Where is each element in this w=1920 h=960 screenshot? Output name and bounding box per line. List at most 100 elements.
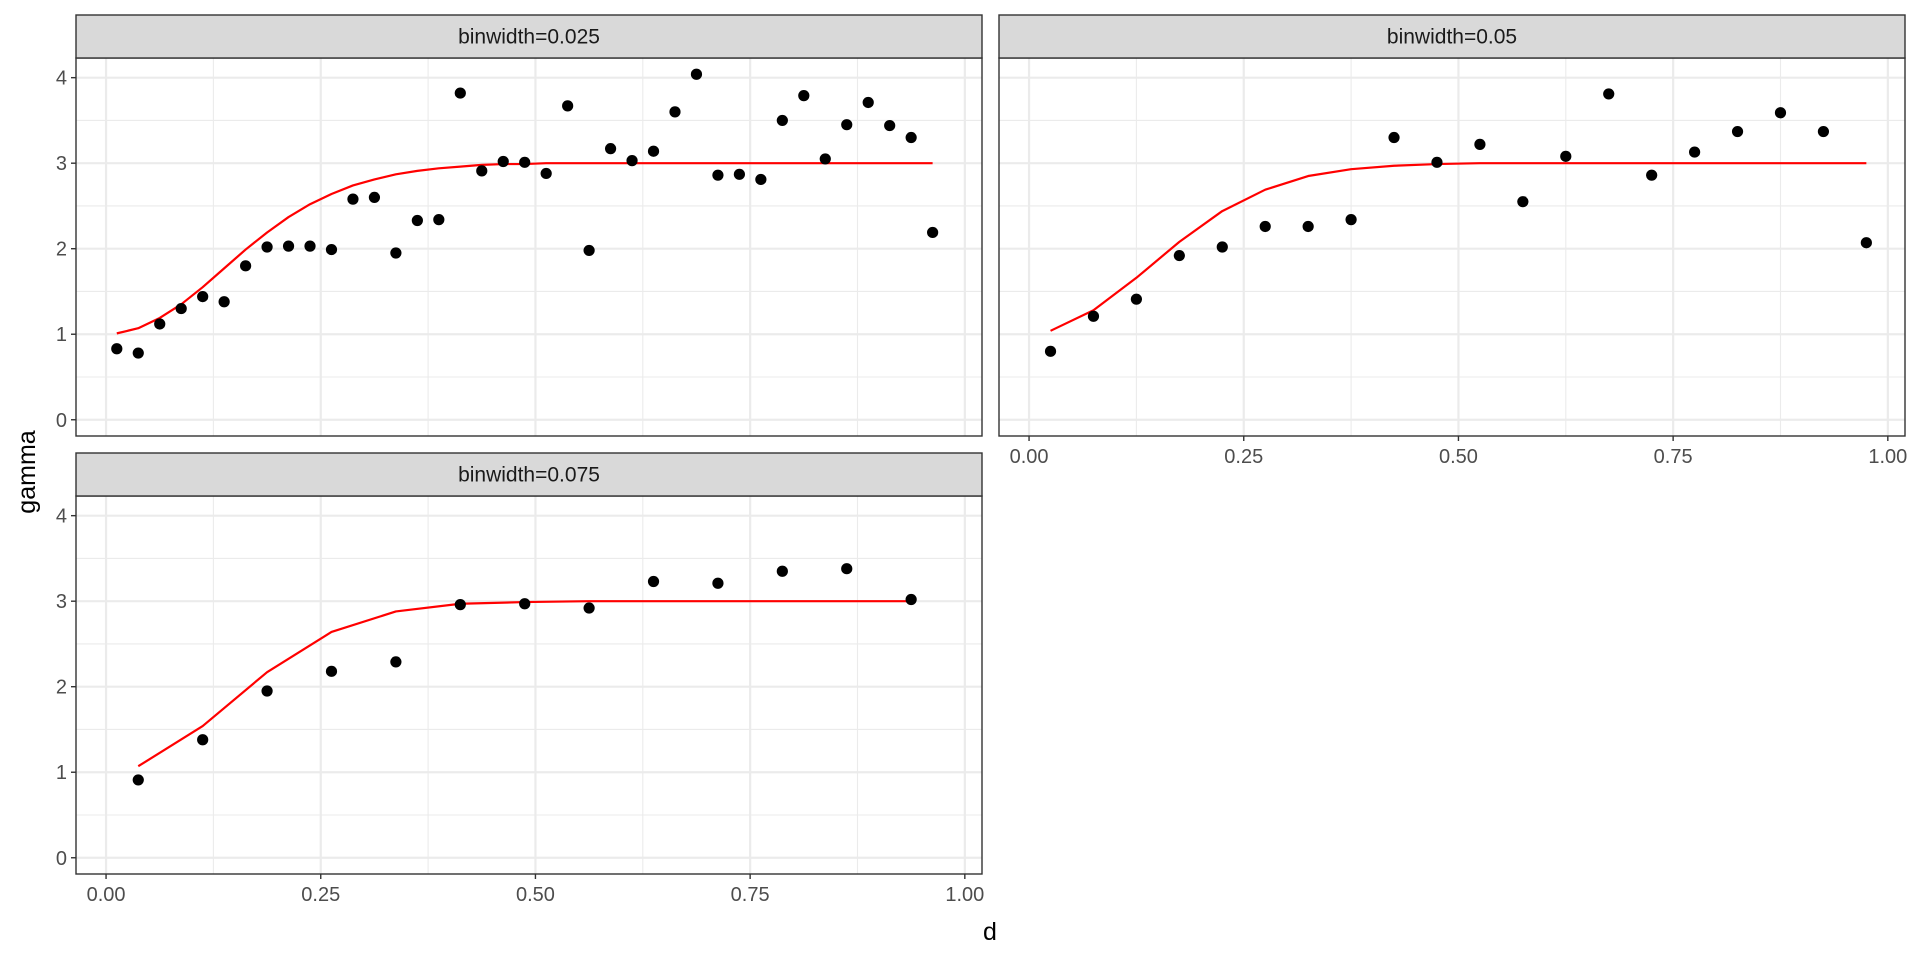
strip-background [75, 452, 983, 497]
data-point [1517, 196, 1529, 208]
data-point [841, 563, 853, 575]
data-point [669, 106, 681, 118]
y-tick-label: 0 [56, 848, 67, 870]
data-point [862, 96, 874, 109]
data-point [325, 243, 338, 256]
data-point [282, 240, 295, 252]
data-point [390, 656, 402, 668]
data-point [819, 153, 831, 165]
panel-data [111, 68, 939, 359]
y-tick-label: 1 [56, 324, 67, 346]
data-point [1689, 146, 1701, 158]
strip-background [998, 14, 1906, 59]
x-tick-label: 0.75 [1654, 446, 1693, 468]
panel-data [1044, 88, 1872, 357]
data-point [111, 343, 123, 355]
y-tick-label: 2 [56, 677, 67, 699]
y-tick-label: 1 [56, 762, 67, 784]
data-point [197, 291, 209, 303]
data-point [1474, 138, 1486, 150]
data-point [175, 302, 187, 315]
data-point [411, 214, 423, 227]
y-tick-label: 4 [56, 68, 67, 90]
y-tick-label: 2 [56, 239, 67, 261]
data-point [562, 100, 574, 112]
data-point [497, 155, 509, 168]
data-point [755, 173, 767, 186]
strip-label: binwidth=0.025 [458, 26, 600, 49]
data-point [261, 241, 273, 253]
y-tick-label: 3 [56, 153, 67, 175]
data-point [583, 244, 595, 257]
data-point [540, 167, 552, 180]
x-tick-label: 0.00 [1010, 446, 1049, 468]
data-point [776, 565, 788, 577]
data-point [197, 734, 209, 746]
x-tick-label: 0.25 [1224, 446, 1263, 468]
grid-lines [999, 58, 1905, 436]
data-point [604, 143, 617, 155]
data-point [132, 774, 144, 786]
data-point [690, 68, 703, 80]
data-point [647, 145, 660, 157]
strip-label: binwidth=0.075 [458, 464, 600, 487]
x-tick-label: 0.50 [516, 884, 555, 906]
data-point [1774, 107, 1787, 119]
data-point [304, 240, 316, 252]
data-point [368, 191, 381, 203]
x-tick-label: 0.25 [301, 884, 340, 906]
data-point [347, 193, 359, 205]
y-axis-title: gamma [13, 430, 41, 513]
data-point [1560, 150, 1572, 162]
data-point [454, 599, 466, 611]
data-point [519, 598, 531, 610]
data-point [218, 296, 230, 308]
x-axis-title: d [983, 918, 997, 946]
x-tick-label: 0.00 [87, 884, 126, 906]
x-tick-label: 0.75 [731, 884, 770, 906]
data-point [1603, 88, 1615, 100]
data-point [1731, 125, 1744, 138]
strip-background [75, 14, 983, 59]
data-point [927, 226, 939, 239]
data-point [390, 247, 402, 259]
data-point [1345, 214, 1357, 226]
data-point [733, 168, 745, 180]
data-point [240, 260, 252, 272]
data-point [647, 575, 660, 588]
panel-1: binwidth=0.025 0 1 2 3 4 [56, 14, 983, 437]
data-point [519, 156, 531, 168]
data-point [1860, 237, 1872, 249]
data-point [583, 602, 595, 614]
data-point [905, 593, 917, 606]
data-point [1044, 345, 1057, 357]
data-point [1130, 293, 1143, 305]
data-point [132, 347, 144, 359]
panels-layer: binwidth=0.025 0 1 2 3 4 binwidth=0.05 0.00 0.25… [56, 14, 1907, 906]
data-point [1173, 249, 1185, 262]
panel-data [132, 563, 917, 786]
data-point [841, 119, 853, 131]
y-tick-label: 3 [56, 591, 67, 613]
panel-3: binwidth=0.075 0 1 2 3 4 0.00 0.25 0.50 0.75 1.00 [56, 452, 984, 906]
data-point [712, 577, 724, 589]
data-point [454, 87, 466, 99]
data-point [1646, 169, 1658, 181]
data-point [776, 114, 788, 127]
y-tick-label: 0 [56, 410, 67, 432]
data-point [884, 119, 896, 132]
data-point [712, 169, 724, 181]
data-point [626, 155, 638, 167]
panel-background [999, 58, 1905, 436]
data-point [261, 685, 273, 697]
data-point [1302, 220, 1314, 233]
data-point [905, 131, 917, 144]
data-point [476, 165, 488, 177]
x-tick-label: 1.00 [1868, 446, 1907, 468]
data-point [1259, 220, 1271, 233]
x-tick-label: 0.50 [1439, 446, 1478, 468]
panel-background [76, 496, 982, 874]
data-point [1431, 156, 1443, 168]
strip-label: binwidth=0.05 [1387, 26, 1517, 49]
